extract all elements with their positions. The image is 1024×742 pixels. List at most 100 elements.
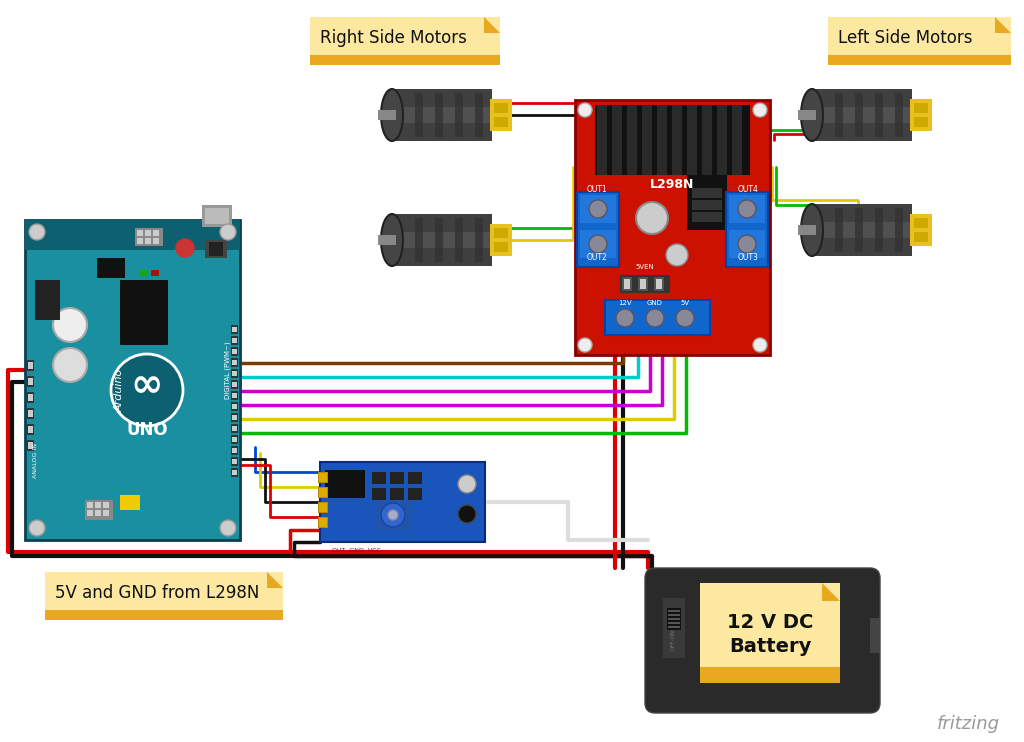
Bar	[232, 426, 237, 431]
Bar	[624, 279, 630, 289]
Circle shape	[589, 200, 607, 218]
Bar	[656, 279, 662, 289]
Bar	[640, 279, 646, 289]
Bar	[812, 89, 912, 107]
Bar	[120, 495, 140, 510]
Bar	[390, 488, 404, 500]
Text: Battery: Battery	[729, 637, 811, 657]
Bar	[28, 426, 33, 433]
Ellipse shape	[381, 214, 403, 266]
Bar	[232, 448, 237, 453]
Bar	[232, 327, 237, 332]
Bar	[95, 510, 101, 516]
Bar	[638, 277, 648, 291]
Bar	[232, 360, 237, 365]
Bar	[627, 105, 637, 175]
Text: OUT4: OUT4	[737, 186, 759, 194]
Bar	[232, 371, 237, 376]
Bar	[231, 446, 238, 455]
Bar	[798, 225, 816, 235]
Circle shape	[753, 338, 767, 352]
Bar	[494, 117, 508, 127]
Bar	[672, 105, 682, 175]
Bar	[28, 362, 33, 369]
Bar	[692, 200, 722, 210]
Bar	[232, 349, 237, 354]
Bar	[231, 358, 238, 367]
Bar	[494, 228, 508, 238]
Bar	[874, 208, 883, 252]
Bar	[392, 214, 492, 266]
Polygon shape	[822, 583, 840, 601]
Bar	[580, 195, 616, 223]
Bar	[319, 488, 327, 497]
Bar	[25, 220, 240, 540]
Bar	[202, 205, 232, 227]
Bar	[575, 100, 770, 355]
Text: 12 V DC: 12 V DC	[727, 614, 813, 632]
Bar	[914, 117, 928, 127]
Circle shape	[53, 308, 87, 342]
Polygon shape	[484, 17, 500, 33]
Text: L298N: L298N	[650, 179, 694, 191]
Bar	[25, 220, 240, 250]
Bar	[415, 93, 423, 137]
Bar	[231, 468, 238, 477]
Text: Arduino: Arduino	[115, 368, 125, 412]
Bar	[914, 103, 928, 113]
Bar	[151, 270, 159, 276]
Bar	[45, 572, 283, 620]
Bar	[95, 502, 101, 508]
Bar	[812, 204, 912, 256]
Bar	[87, 510, 93, 516]
Bar	[668, 610, 680, 612]
Bar	[494, 103, 508, 113]
Bar	[642, 105, 652, 175]
Bar	[209, 242, 223, 256]
Bar	[232, 338, 237, 343]
Bar	[27, 376, 34, 387]
Text: 5V and GND from L298N: 5V and GND from L298N	[55, 584, 259, 602]
Bar	[668, 626, 680, 628]
Bar	[668, 618, 680, 620]
Bar	[914, 218, 928, 228]
Bar	[392, 248, 492, 266]
Bar	[85, 500, 113, 520]
Bar	[318, 502, 328, 513]
Bar	[372, 488, 386, 500]
Bar	[475, 218, 483, 262]
Text: OUT2: OUT2	[587, 254, 607, 263]
Bar	[45, 610, 267, 620]
Bar	[319, 473, 327, 482]
Bar	[435, 218, 443, 262]
Text: 5VEN: 5VEN	[636, 264, 654, 270]
Bar	[729, 230, 765, 258]
Circle shape	[111, 354, 183, 426]
Bar	[27, 440, 34, 451]
Circle shape	[753, 103, 767, 117]
Circle shape	[458, 505, 476, 523]
Bar	[717, 105, 727, 175]
Bar	[835, 208, 843, 252]
Circle shape	[53, 348, 87, 382]
Bar	[870, 618, 880, 653]
Text: GND: GND	[647, 300, 663, 306]
Bar	[702, 105, 712, 175]
Bar	[577, 192, 618, 267]
Bar	[667, 608, 681, 630]
Bar	[319, 518, 327, 527]
Bar	[812, 238, 912, 256]
Bar	[408, 488, 422, 500]
Bar	[27, 360, 34, 371]
Bar	[97, 258, 125, 278]
Bar	[145, 238, 151, 244]
Bar	[895, 208, 903, 252]
Text: 5V: 5V	[680, 300, 689, 306]
Bar	[231, 457, 238, 466]
Circle shape	[458, 475, 476, 493]
Text: OUT3: OUT3	[737, 254, 759, 263]
Bar	[318, 487, 328, 498]
Circle shape	[738, 200, 756, 218]
Bar	[895, 93, 903, 137]
Text: OUT  GND  VCC: OUT GND VCC	[332, 548, 381, 553]
